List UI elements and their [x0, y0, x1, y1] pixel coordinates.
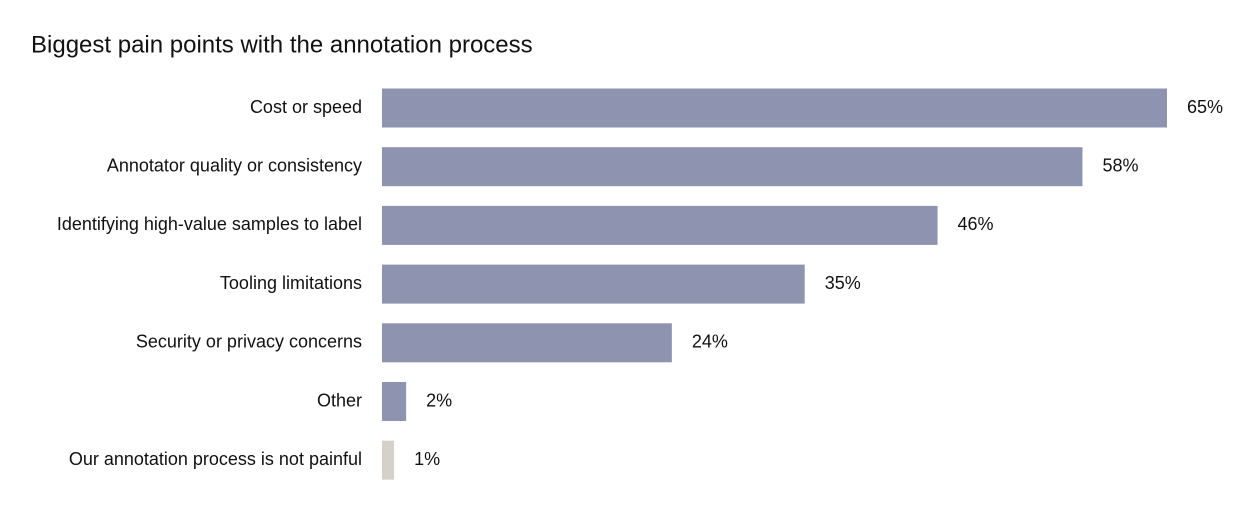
bar — [382, 88, 1167, 128]
value-label: 35% — [825, 273, 861, 293]
category-label: Our annotation process is not painful — [69, 449, 362, 469]
bar — [382, 147, 1083, 187]
category-label: Tooling limitations — [220, 273, 362, 293]
value-label: 46% — [958, 214, 994, 234]
category-label: Other — [317, 390, 362, 410]
value-label: 2% — [426, 390, 452, 410]
category-label: Security or privacy concerns — [136, 332, 362, 352]
value-label: 1% — [414, 449, 440, 469]
value-label: 24% — [692, 332, 728, 352]
bar — [382, 205, 938, 245]
bar — [382, 323, 672, 363]
value-label: 58% — [1102, 155, 1138, 175]
chart-title: Biggest pain points with the annotation … — [31, 31, 533, 58]
bar — [382, 382, 407, 421]
value-label: 65% — [1187, 97, 1223, 117]
category-label: Identifying high-value samples to label — [57, 214, 362, 234]
bar — [382, 440, 395, 480]
bar — [382, 264, 805, 304]
category-label: Cost or speed — [250, 97, 362, 117]
category-label: Annotator quality or consistency — [107, 155, 362, 175]
